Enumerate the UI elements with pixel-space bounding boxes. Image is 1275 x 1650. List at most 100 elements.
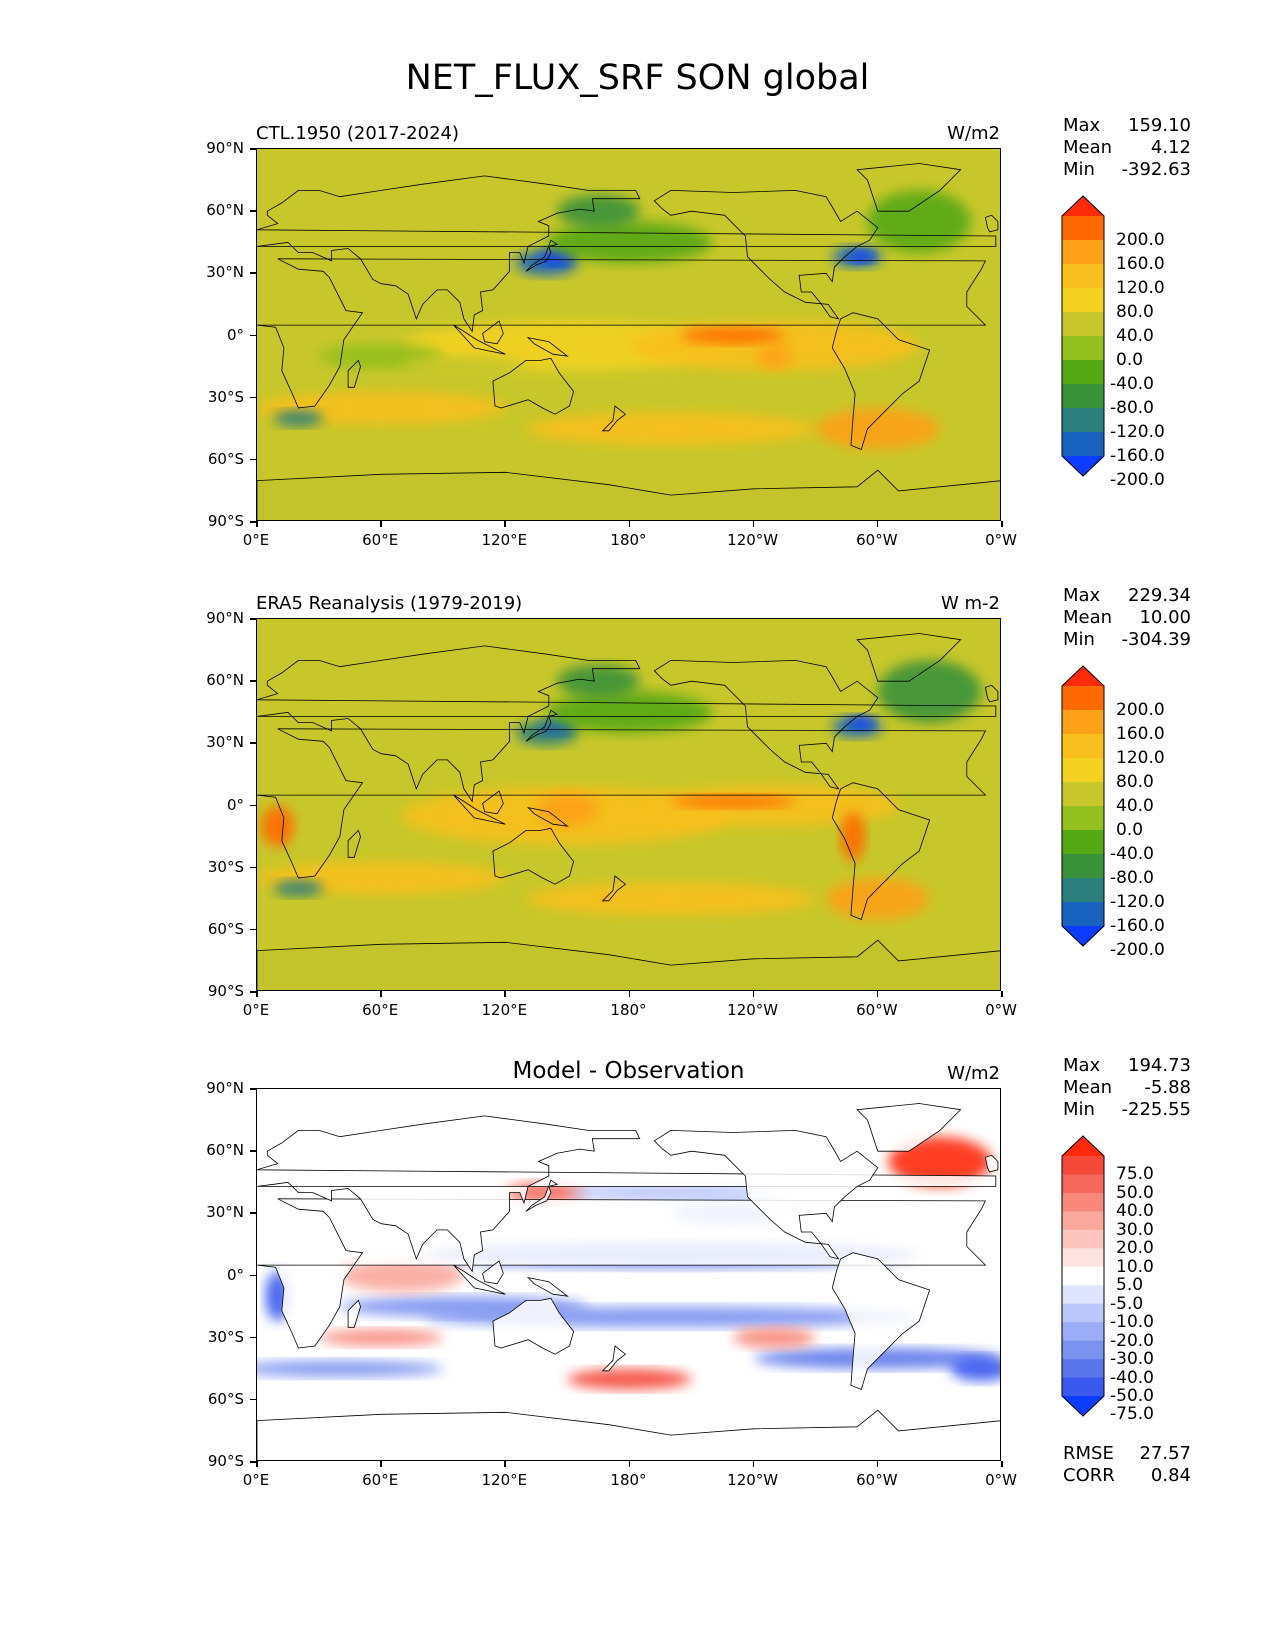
field-region	[815, 408, 940, 450]
longitude-tick	[1001, 1461, 1003, 1467]
stat-label: Min	[1063, 159, 1095, 180]
colorbar-segment	[1062, 1303, 1104, 1323]
colorbar-tick-label: 10.0	[1116, 1256, 1154, 1277]
longitude-label: 0°W	[985, 1001, 1017, 1019]
latitude-tick	[250, 1212, 256, 1214]
field-region	[257, 1360, 444, 1378]
latitude-tick	[250, 521, 256, 523]
field-region	[950, 1356, 1000, 1382]
latitude-label: 0°	[226, 325, 244, 344]
colorbar-tick-label: 80.0	[1116, 302, 1154, 322]
field-region	[867, 190, 971, 253]
latitude-label: 30°S	[207, 1327, 244, 1346]
field-region	[261, 805, 295, 847]
field-region	[681, 327, 785, 344]
colorbar-segment	[1062, 710, 1104, 735]
coastline-eurasia	[257, 175, 997, 333]
stat-row: Max 159.10	[1063, 115, 1191, 137]
stat-row: Min -392.63	[1063, 159, 1191, 181]
latitude-label: 30°N	[206, 263, 244, 282]
coastline-uk	[984, 214, 999, 233]
panel-title: CTL.1950 (2017-2024)	[256, 123, 460, 144]
colorbar-tick-label: -200.0	[1110, 940, 1165, 960]
coastline-japan	[525, 1179, 559, 1212]
longitude-label: 0°E	[242, 1471, 270, 1489]
stat-label: RMSE	[1063, 1443, 1114, 1464]
stat-label: Max	[1063, 1055, 1101, 1076]
colorbar-segment	[1062, 360, 1104, 385]
latitude-label: 60°S	[207, 919, 244, 938]
coastline-borneo	[482, 1260, 504, 1285]
stat-value: 10.00	[1139, 607, 1191, 628]
field-region	[888, 1136, 992, 1187]
coastline-namerica	[653, 1129, 879, 1260]
longitude-tick	[752, 991, 755, 997]
latitude-label: 60°S	[207, 1389, 244, 1408]
coastline-namerica	[653, 659, 879, 790]
colorbar-tick-label: 50.0	[1116, 1182, 1154, 1203]
coastline-samerica	[831, 1252, 931, 1391]
field-region	[557, 194, 640, 228]
longitude-tick	[256, 1461, 258, 1467]
coastline-madagascar	[347, 829, 361, 858]
longitude-label: 120°W	[727, 1471, 779, 1489]
latitude-label: 90°N	[206, 139, 244, 157]
colorbar-segment	[1062, 830, 1104, 855]
colorbar-tick-label: -120.0	[1110, 892, 1165, 912]
coastline-antarctica	[257, 939, 1000, 990]
field-region	[826, 878, 930, 920]
coastline-greenland	[856, 1103, 962, 1152]
colorbar-segment	[1062, 1229, 1104, 1249]
coastline-australia	[492, 827, 575, 885]
colorbar-tick-label: -50.0	[1110, 1386, 1154, 1406]
longitude-tick	[628, 991, 630, 997]
field-region	[732, 1327, 816, 1349]
colorbar-tick-label: 200.0	[1116, 230, 1165, 250]
colorbar-segment	[1062, 734, 1104, 759]
colorbar-tick-label: 120.0	[1116, 748, 1165, 768]
colorbar-segment	[1062, 1285, 1104, 1305]
coastline-africa	[257, 258, 987, 409]
field-region	[319, 1329, 444, 1346]
colorbar-tick-label: 75.0	[1116, 1164, 1154, 1185]
map-panel-1: CTL.1950 (2017-2024) W/m2 90°N 60°N 30°N 0° 30…	[0, 0, 1275, 549]
latitude-label: 90°S	[207, 512, 244, 530]
stat-row: Mean -5.88	[1063, 1077, 1191, 1099]
colorbar-tick-label: 120.0	[1116, 278, 1165, 298]
latitude-label: 60°N	[206, 671, 244, 690]
colorbar-segment	[1062, 1359, 1104, 1379]
colorbar-tick-label: -160.0	[1110, 446, 1165, 466]
colorbar-tick-label: -20.0	[1110, 1330, 1154, 1351]
stat-label: Max	[1063, 585, 1101, 606]
field-region	[567, 1182, 775, 1203]
coastline-antarctica	[257, 469, 1000, 520]
field-region	[536, 793, 599, 827]
latitude-label: 0°	[226, 1265, 244, 1284]
latitude-tick	[250, 396, 256, 399]
colorbar-segment	[1062, 1322, 1104, 1342]
latitude-label: 60°N	[206, 1141, 244, 1160]
latitude-tick	[250, 742, 256, 744]
colorbar-segment	[1062, 216, 1104, 241]
stat-row: RMSE 27.57	[1063, 1443, 1191, 1465]
longitude-tick	[628, 1461, 630, 1467]
latitude-tick	[250, 334, 256, 336]
map-plot	[256, 1088, 1001, 1461]
coastline-japan	[525, 709, 559, 742]
field-region	[670, 795, 796, 808]
coastline-eurasia	[257, 1115, 997, 1273]
stat-value: 194.73	[1128, 1055, 1191, 1076]
latitude-tick	[250, 272, 256, 274]
latitude-tick	[250, 1150, 256, 1152]
colorbar-tick-label: 40.0	[1116, 1201, 1154, 1222]
colorbar-tick-label: -80.0	[1110, 398, 1154, 418]
colorbar-segment	[1062, 758, 1104, 783]
colorbar-segment	[1062, 1248, 1104, 1268]
colorbar-extend-top	[1062, 666, 1104, 686]
longitude-tick	[628, 521, 630, 527]
longitude-label: 180°	[610, 1471, 647, 1489]
field-region	[840, 811, 866, 862]
stat-label: Mean	[1063, 137, 1113, 158]
colorbar-extend-bottom	[1062, 1396, 1104, 1416]
coastline-borneo	[482, 320, 504, 345]
